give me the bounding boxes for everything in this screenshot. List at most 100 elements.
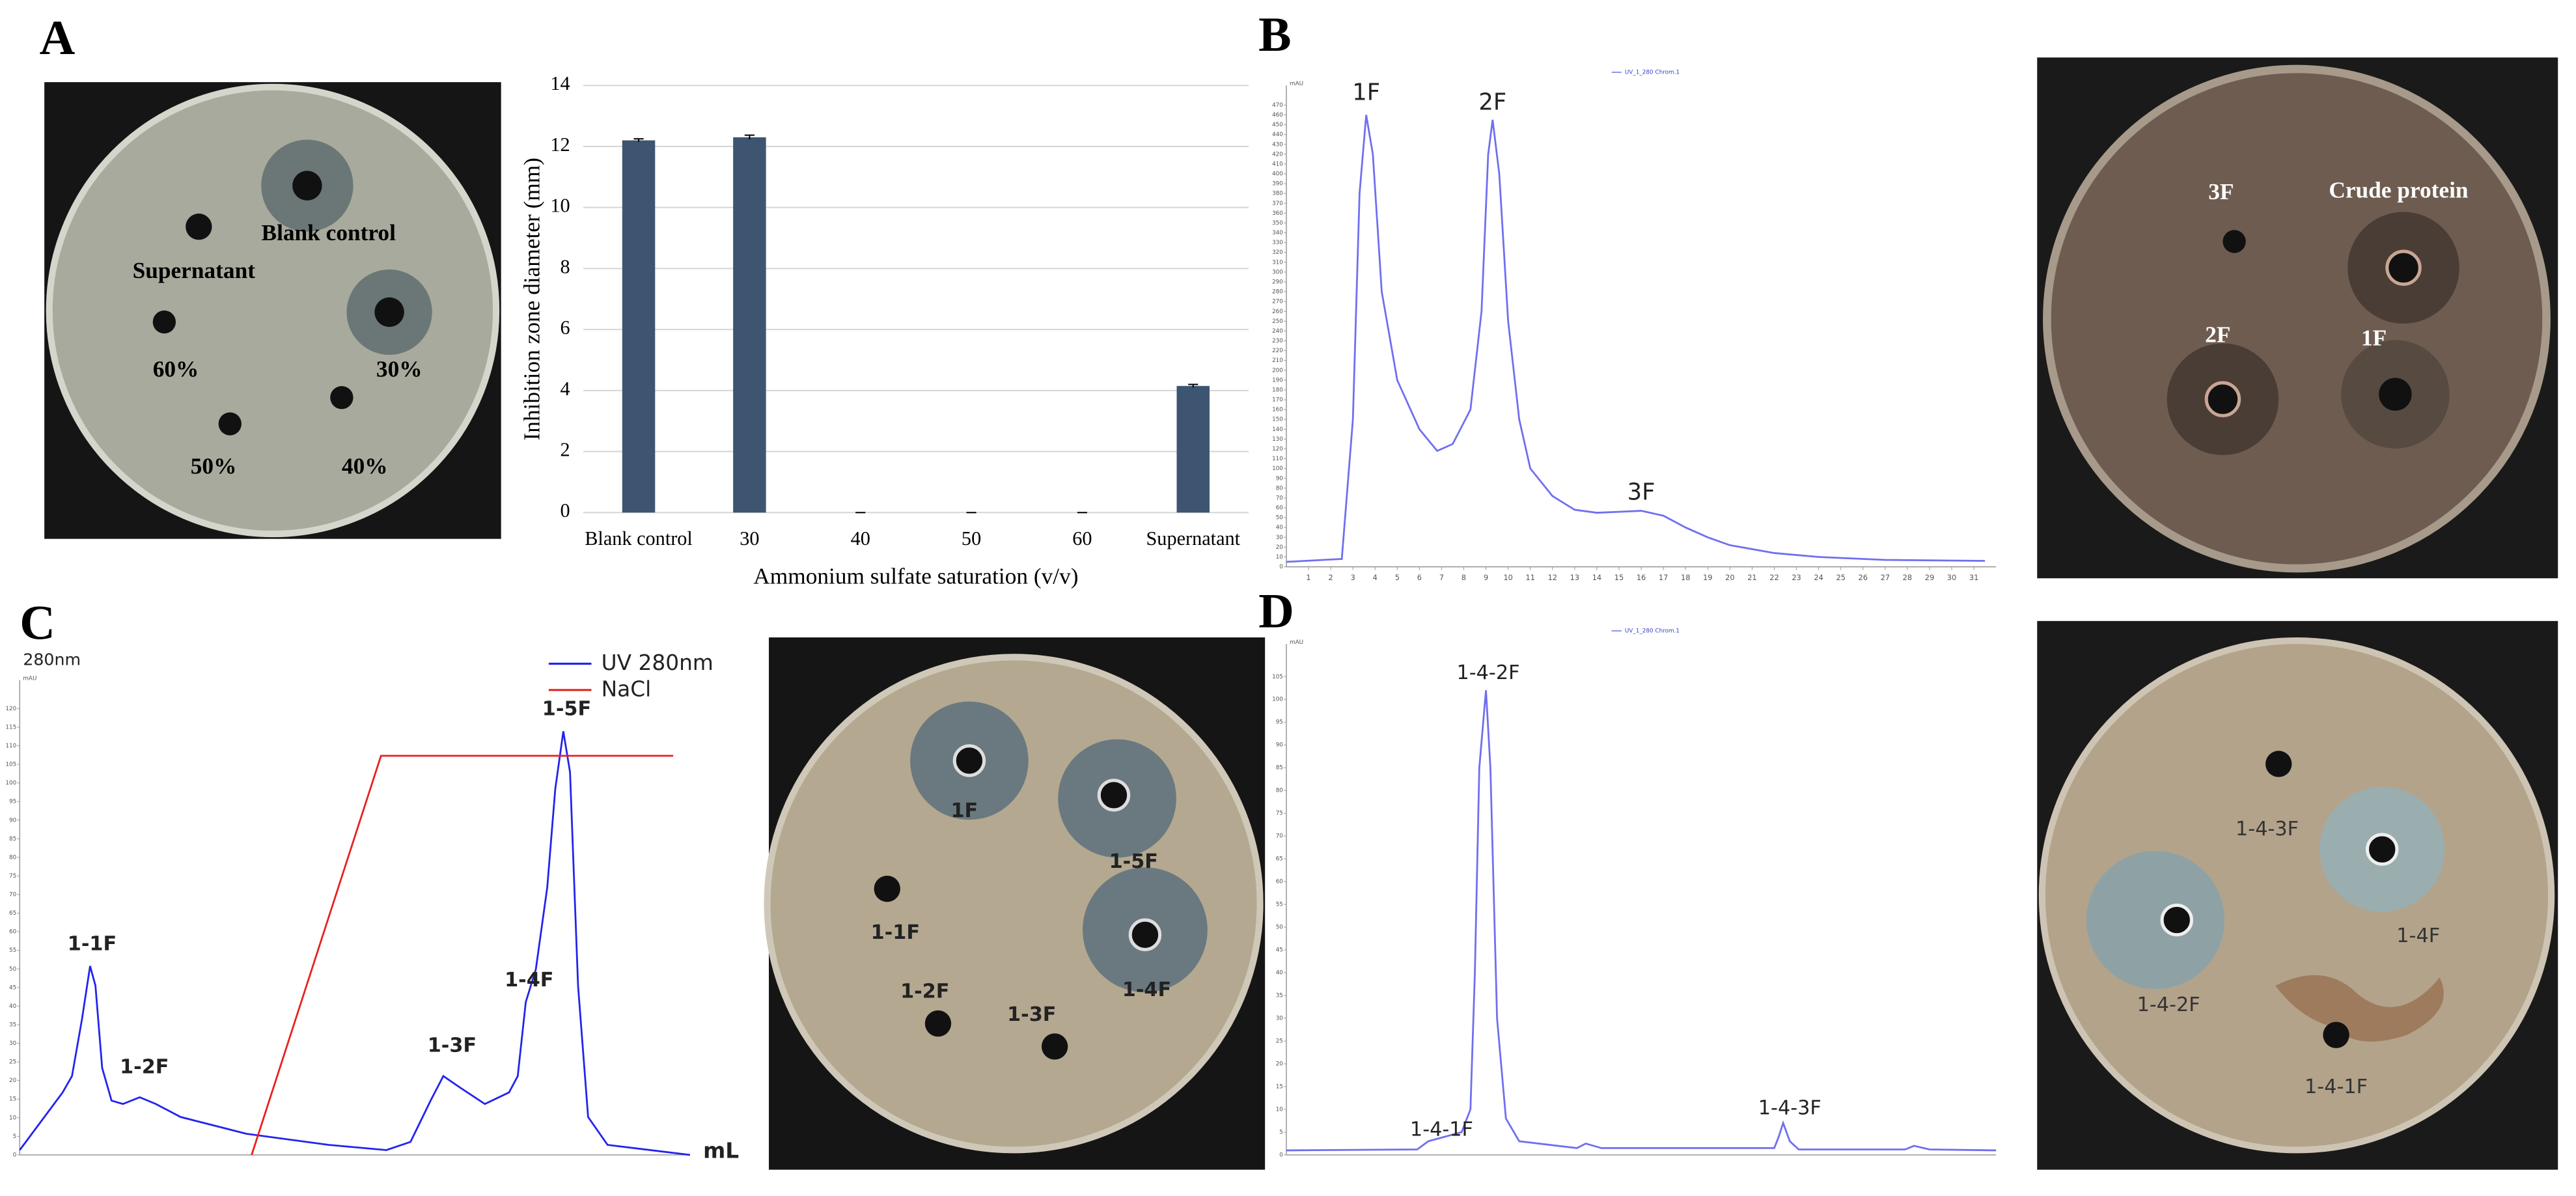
y-tick-label: 105 xyxy=(1272,674,1283,680)
y-tick-label: 80 xyxy=(9,854,17,861)
x-tick-label: 40 xyxy=(851,527,870,549)
photo-label: 30% xyxy=(376,356,422,382)
y-tick-label: 10 xyxy=(9,1115,17,1121)
y-tick-label: 310 xyxy=(1272,259,1283,266)
y-tick-label: 10 xyxy=(1276,1106,1284,1113)
x-tick-label: 27 xyxy=(1881,573,1890,582)
y-tick-label: 80 xyxy=(1276,485,1284,492)
y-tick-label: 5 xyxy=(13,1133,17,1140)
x-tick-label: Supernatant xyxy=(1146,527,1240,549)
y-tick-label: 4 xyxy=(561,378,570,400)
y-tick-label: 75 xyxy=(1276,811,1283,817)
y-tick-label: 40 xyxy=(1276,525,1284,531)
y-tick-label: 80 xyxy=(1276,788,1284,794)
x-tick-label: 11 xyxy=(1526,573,1535,582)
photo-label: 1-4F xyxy=(1122,979,1171,1001)
y-tick-label: 420 xyxy=(1272,151,1283,158)
y-tick-label: 110 xyxy=(5,743,16,749)
panel-label: C xyxy=(20,596,55,650)
x-tick-label: 16 xyxy=(1637,573,1646,582)
photo-label: 50% xyxy=(191,453,237,479)
y-tick-label: 150 xyxy=(1272,417,1283,423)
photo-label: Crude protein xyxy=(2329,177,2469,202)
y-axis-label: Inhibition zone diameter (mm) xyxy=(519,158,544,440)
peak-label: 1-5F xyxy=(542,698,591,721)
x-tick-label: 6 xyxy=(1417,573,1422,582)
photo-label: 1-5F xyxy=(1109,850,1158,873)
y-tick-label: 250 xyxy=(1272,318,1283,325)
y-tick-label: 35 xyxy=(9,1022,16,1028)
photo-label: 1-4-2F xyxy=(2137,994,2200,1016)
y-tick-label: 130 xyxy=(1272,436,1283,443)
y-tick-label: 230 xyxy=(1272,338,1283,344)
well xyxy=(952,744,986,777)
y-tick-label: 25 xyxy=(1276,1038,1283,1045)
x-tick-label: 25 xyxy=(1836,573,1845,582)
peak-label: 1-3F xyxy=(428,1035,477,1057)
y-tick-label: 110 xyxy=(1272,456,1283,462)
photo-label: 1-4F xyxy=(2396,925,2440,947)
y-tick-label: 20 xyxy=(1276,544,1284,551)
subtitle: 280nm xyxy=(23,650,81,669)
well xyxy=(1097,779,1131,812)
peak-label: 1-4-1F xyxy=(1410,1119,1473,1141)
x-tick-label: 12 xyxy=(1548,573,1557,582)
photo-label: 1-1F xyxy=(871,921,920,944)
x-tick-label: 22 xyxy=(1769,573,1779,582)
peak-label: 1-4-3F xyxy=(1758,1097,1821,1120)
y-tick-label: 95 xyxy=(9,799,16,805)
x-tick-label: 3 xyxy=(1351,573,1355,582)
x-tick-label: 30 xyxy=(740,527,759,549)
photo-label: 1-4-1F xyxy=(2305,1076,2368,1098)
y-tick-label: 440 xyxy=(1272,132,1283,138)
y-tick-label: 70 xyxy=(1276,495,1284,501)
y-tick-label: 470 xyxy=(1272,102,1283,109)
photo-a: Blank control Supernatant 60% 30% 50% 40… xyxy=(44,82,501,539)
y-tick-label: 370 xyxy=(1272,201,1283,207)
y-tick-label: 35 xyxy=(1276,993,1283,999)
peak-label: 3F xyxy=(1627,479,1655,505)
y-axis-label: mAU xyxy=(23,676,36,682)
bar xyxy=(733,137,766,513)
well xyxy=(2365,833,2399,866)
y-tick-label: 8 xyxy=(561,255,570,277)
x-tick-label: 26 xyxy=(1859,573,1868,582)
y-tick-label: 260 xyxy=(1272,309,1283,315)
y-tick-label: 0 xyxy=(561,499,570,522)
y-tick-label: 105 xyxy=(5,762,16,768)
x-tick-label: 10 xyxy=(1503,573,1512,582)
well xyxy=(2323,1022,2349,1048)
y-tick-label: 450 xyxy=(1272,122,1283,128)
bar xyxy=(1176,385,1210,513)
x-tick-label: 21 xyxy=(1747,573,1756,582)
peak-label: 1-4F xyxy=(505,969,553,992)
photo-label: 40% xyxy=(342,453,388,479)
x-tick-label: 23 xyxy=(1792,573,1801,582)
y-tick-label: 20 xyxy=(9,1078,17,1084)
legend-label: UV_1_280 Chrom.1 xyxy=(1625,628,1680,634)
y-tick-label: 45 xyxy=(1276,947,1283,954)
y-tick-label: 280 xyxy=(1272,289,1283,296)
x-tick-label: 7 xyxy=(1439,573,1444,582)
panel-label: A xyxy=(40,11,76,65)
halo xyxy=(2086,851,2224,990)
well xyxy=(186,214,212,240)
y-tick-label: 60 xyxy=(9,929,17,936)
y-tick-label: 15 xyxy=(1276,1083,1283,1090)
well xyxy=(2223,230,2246,253)
y-tick-label: 190 xyxy=(1272,377,1283,383)
y-tick-label: 15 xyxy=(9,1096,16,1103)
photo-label: 60% xyxy=(153,356,199,382)
y-tick-label: 2 xyxy=(561,439,570,461)
y-tick-label: 85 xyxy=(9,836,16,842)
y-tick-label: 90 xyxy=(9,817,17,824)
y-tick-label: 45 xyxy=(9,984,16,991)
photo-label: 1-3F xyxy=(1007,1003,1056,1026)
bar xyxy=(622,140,656,513)
y-tick-label: 90 xyxy=(1276,475,1284,482)
y-tick-label: 0 xyxy=(1279,1152,1283,1158)
y-tick-label: 14 xyxy=(550,72,570,94)
x-tick-label: 20 xyxy=(1725,573,1734,582)
y-tick-label: 210 xyxy=(1272,357,1283,364)
well xyxy=(2204,381,2241,417)
